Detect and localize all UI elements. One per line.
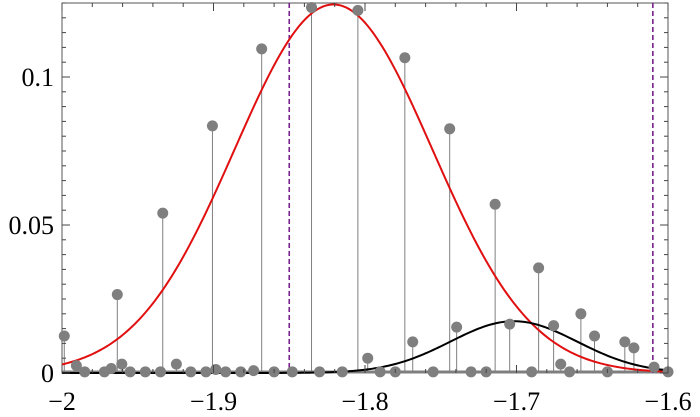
- data-point: [116, 358, 128, 370]
- data-point: [248, 365, 260, 377]
- data-point: [185, 366, 197, 378]
- y-tick-label: 0.1: [22, 63, 55, 92]
- data-point: [362, 352, 374, 364]
- data-point: [58, 330, 70, 342]
- data-point: [575, 308, 587, 320]
- red-curve: [61, 3, 669, 373]
- data-point: [407, 336, 419, 348]
- data-point: [306, 1, 318, 13]
- data-point: [79, 366, 91, 378]
- data-point: [154, 366, 166, 378]
- data-point: [589, 330, 601, 342]
- data-point: [504, 318, 516, 330]
- data-point: [648, 361, 660, 373]
- data-point: [526, 366, 538, 378]
- data-point: [444, 123, 456, 135]
- data-point: [619, 336, 631, 348]
- x-tick-label: −2: [48, 387, 76, 416]
- data-point: [628, 342, 640, 354]
- data-point: [314, 366, 326, 378]
- vertical-lines-layer: [288, 3, 654, 373]
- data-point: [139, 366, 151, 378]
- data-point: [451, 321, 463, 333]
- y-tick-label: 0: [41, 359, 54, 388]
- points-layer: [58, 1, 674, 378]
- data-point: [220, 366, 232, 378]
- data-point: [124, 366, 136, 378]
- x-tick-label: −1.7: [493, 387, 540, 416]
- x-tick-label: −1.6: [644, 387, 691, 416]
- data-point: [235, 366, 247, 378]
- x-tick-label: −1.9: [190, 387, 237, 416]
- data-point: [286, 366, 298, 378]
- data-point: [170, 358, 182, 370]
- data-point: [548, 320, 560, 332]
- data-point: [427, 366, 439, 378]
- data-point: [210, 363, 222, 375]
- data-point: [465, 366, 477, 378]
- data-point: [256, 43, 268, 55]
- stems-layer: [62, 7, 668, 374]
- x-tick-label: −1.8: [341, 387, 388, 416]
- data-point: [399, 52, 411, 64]
- data-point: [157, 207, 169, 219]
- data-point: [374, 366, 386, 378]
- data-point: [70, 360, 82, 372]
- data-point: [489, 198, 501, 210]
- data-point: [206, 120, 218, 132]
- data-point: [200, 366, 212, 378]
- data-point: [555, 358, 567, 370]
- y-tick-label: 0.05: [9, 211, 55, 240]
- data-point: [98, 366, 110, 378]
- data-point: [111, 289, 123, 301]
- data-point: [533, 262, 545, 274]
- data-point: [564, 366, 576, 378]
- data-point: [352, 4, 364, 16]
- axes-layer: −2 −1.9 −1.8 −1.7 −1.6 0 0.05 0.1: [9, 2, 692, 416]
- data-point: [336, 366, 348, 378]
